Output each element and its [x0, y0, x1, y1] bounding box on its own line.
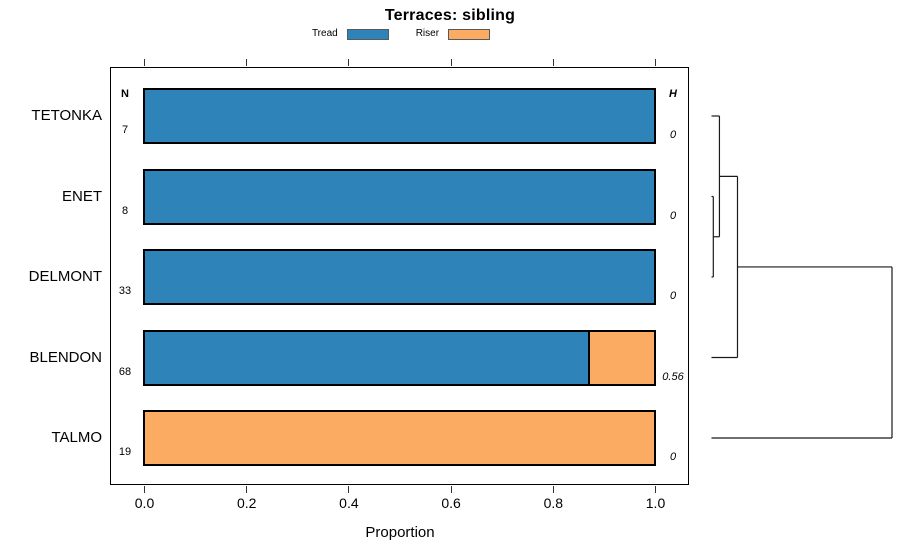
axis-tick-top	[144, 59, 145, 66]
legend-label-tread: Tread	[311, 28, 338, 39]
h-value: 0	[669, 451, 677, 463]
bar-delmont	[143, 249, 656, 305]
axis-tick-bottom	[246, 486, 248, 493]
legend-item-riser: Riser	[415, 27, 491, 41]
axis-tick-bottom	[144, 486, 145, 493]
legend-item-tread: Tread	[312, 27, 389, 41]
h-value: 0	[669, 209, 677, 222]
axis-tick-bottom	[450, 486, 452, 493]
bar-enet	[143, 168, 656, 225]
axis-tick-top	[246, 59, 248, 66]
bar-segment-tread	[145, 331, 588, 384]
axis-tick-label: 0.6	[441, 495, 461, 511]
chart-title: Terraces: sibling	[384, 7, 516, 24]
h-value: 0	[669, 290, 677, 302]
bar-talmo	[143, 410, 656, 466]
legend-swatch-riser	[448, 28, 491, 40]
x-axis-title: Proportion	[365, 524, 435, 541]
axis-tick-top	[552, 59, 554, 66]
h-column-header: H	[669, 88, 677, 100]
h-value: 0	[669, 129, 677, 141]
n-value: 7	[121, 124, 129, 136]
n-column-header: N	[121, 88, 129, 100]
bar-segment-tread	[145, 251, 654, 303]
axis-tick-top	[348, 59, 350, 66]
row-label-enet: ENET	[61, 187, 102, 205]
legend-swatch-tread	[346, 28, 389, 40]
axis-tick-bottom	[655, 486, 656, 493]
legend: Tread Riser	[1, 27, 801, 41]
bar-tetonka	[143, 88, 656, 144]
axis-tick-bottom	[348, 486, 350, 493]
axis-tick-label: 0.0	[134, 495, 155, 511]
bar-blendon	[143, 329, 656, 386]
row-label-tetonka: TETONKA	[31, 107, 102, 124]
n-value: 33	[118, 285, 132, 297]
n-value: 8	[121, 204, 129, 217]
n-value: 68	[118, 365, 132, 378]
axis-tick-top	[450, 59, 452, 66]
row-label-delmont: DELMONT	[28, 268, 102, 285]
bar-segment-tread	[145, 170, 654, 223]
bar-segment-riser	[587, 331, 654, 384]
axis-tick-label: 0.4	[339, 495, 359, 511]
h-value: 0.56	[662, 370, 684, 383]
axis-tick-label: 0.8	[543, 495, 564, 511]
axis-tick-label: 1.0	[645, 495, 666, 511]
legend-label-riser: Riser	[415, 28, 440, 39]
row-label-talmo: TALMO	[51, 429, 102, 446]
row-label-blendon: BLENDON	[29, 348, 102, 366]
bar-segment-riser	[145, 412, 654, 464]
bar-segment-tread	[145, 90, 654, 142]
axis-tick-bottom	[552, 486, 554, 493]
n-value: 19	[118, 446, 132, 458]
axis-tick-top	[655, 59, 656, 66]
axis-tick-label: 0.2	[236, 495, 257, 511]
